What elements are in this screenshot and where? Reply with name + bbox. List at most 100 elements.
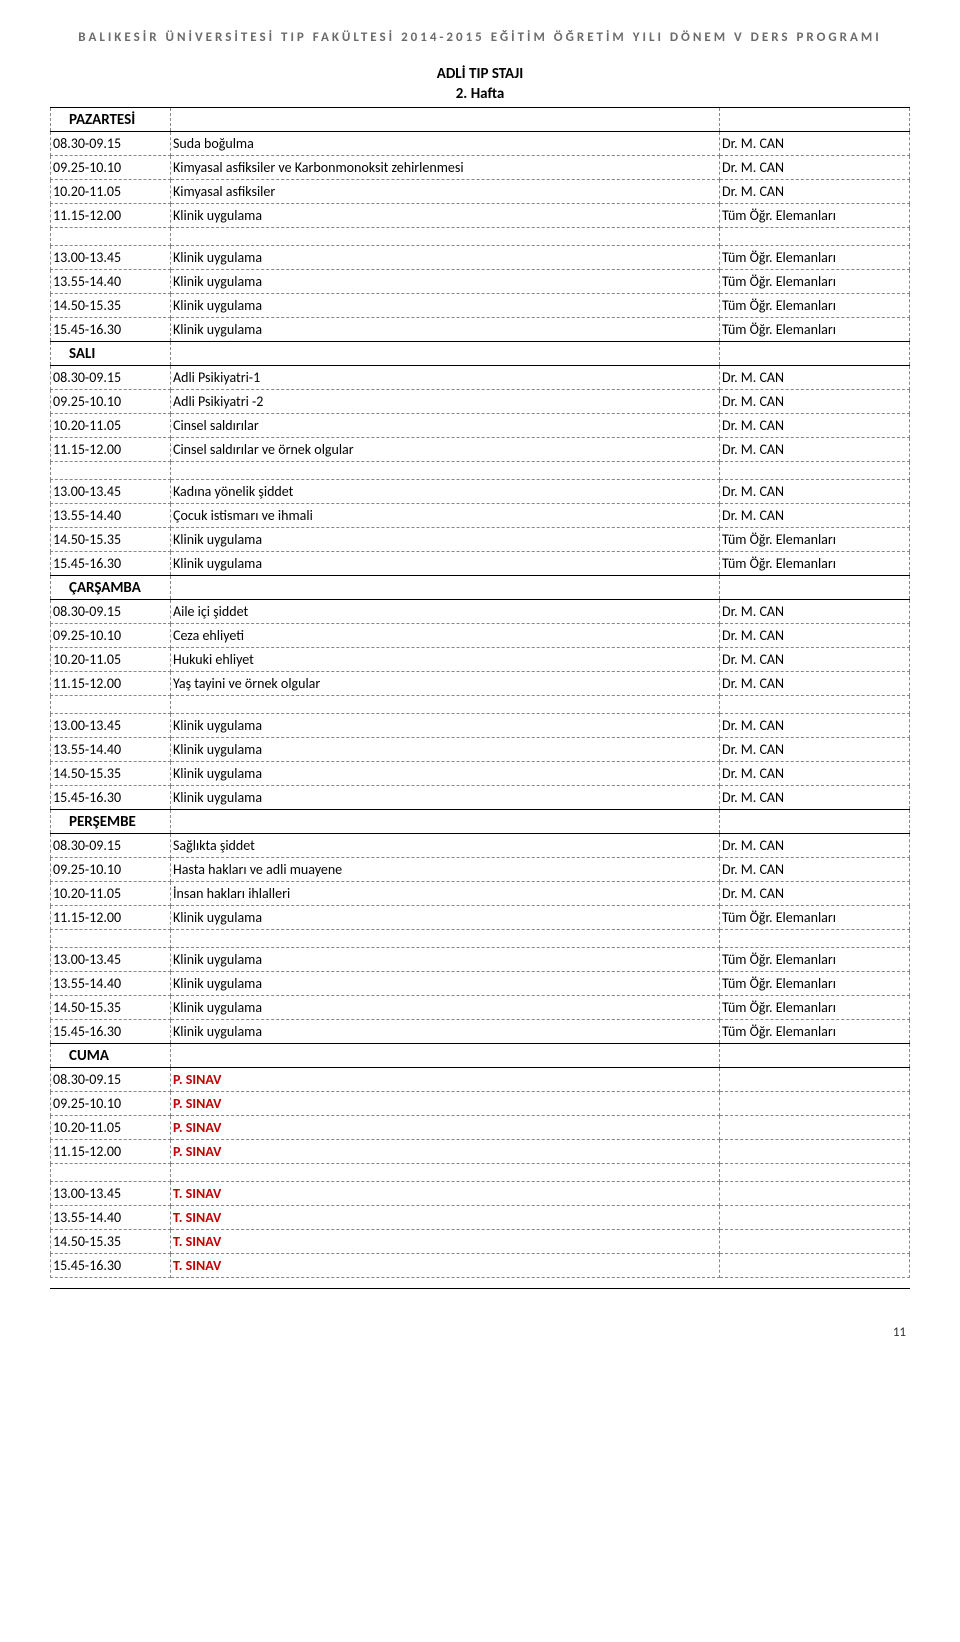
- table-cell: 08.30-09.15: [51, 132, 171, 156]
- day-label: SALI: [51, 342, 171, 366]
- table-row: 08.30-09.15Aile içi şiddetDr. M. CAN: [51, 600, 910, 624]
- table-cell: 14.50-15.35: [51, 996, 171, 1020]
- table-cell: Dr. M. CAN: [720, 858, 910, 882]
- day-header-row: SALI: [51, 342, 910, 366]
- table-cell: Dr. M. CAN: [720, 882, 910, 906]
- table-cell: 10.20-11.05: [51, 1116, 171, 1140]
- table-cell: 09.25-10.10: [51, 624, 171, 648]
- table-cell: 10.20-11.05: [51, 648, 171, 672]
- table-cell: 15.45-16.30: [51, 786, 171, 810]
- table-cell: [720, 1182, 910, 1206]
- table-cell: Tüm Öğr. Elemanları: [720, 246, 910, 270]
- day-header-row: PAZARTESİ: [51, 108, 910, 132]
- table-cell: Klinik uygulama: [171, 972, 720, 996]
- table-cell: Kimyasal asfiksiler: [171, 180, 720, 204]
- table-cell: Klinik uygulama: [171, 552, 720, 576]
- table-row: 10.20-11.05Hukuki ehliyetDr. M. CAN: [51, 648, 910, 672]
- table-row: 13.55-14.40Klinik uygulamaDr. M. CAN: [51, 738, 910, 762]
- table-cell: 11.15-12.00: [51, 1140, 171, 1164]
- table-cell: Hukuki ehliyet: [171, 648, 720, 672]
- table-row: 15.45-16.30Klinik uygulamaDr. M. CAN: [51, 786, 910, 810]
- table-row: 09.25-10.10Kimyasal asfiksiler ve Karbon…: [51, 156, 910, 180]
- table-cell: 13.55-14.40: [51, 738, 171, 762]
- table-cell: Çocuk istismarı ve ihmali: [171, 504, 720, 528]
- table-cell: Tüm Öğr. Elemanları: [720, 528, 910, 552]
- table-row: 13.55-14.40T. SINAV: [51, 1206, 910, 1230]
- table-cell: 09.25-10.10: [51, 156, 171, 180]
- table-cell: 11.15-12.00: [51, 672, 171, 696]
- table-cell: [720, 1206, 910, 1230]
- empty-row: [51, 696, 910, 714]
- table-cell: 13.00-13.45: [51, 246, 171, 270]
- table-row: 09.25-10.10Hasta hakları ve adli muayene…: [51, 858, 910, 882]
- day-label: ÇARŞAMBA: [51, 576, 171, 600]
- table-cell: Dr. M. CAN: [720, 786, 910, 810]
- table-row: 09.25-10.10P. SINAV: [51, 1092, 910, 1116]
- table-cell: T. SINAV: [171, 1230, 720, 1254]
- day-header-row: ÇARŞAMBA: [51, 576, 910, 600]
- table-cell: Dr. M. CAN: [720, 180, 910, 204]
- table-cell: 15.45-16.30: [51, 318, 171, 342]
- table-cell: T. SINAV: [171, 1182, 720, 1206]
- table-cell: Aile içi şiddet: [171, 600, 720, 624]
- table-cell: 08.30-09.15: [51, 1068, 171, 1092]
- table-row: 15.45-16.30T. SINAV: [51, 1254, 910, 1278]
- table-cell: Ceza ehliyeti: [171, 624, 720, 648]
- table-cell: P. SINAV: [171, 1116, 720, 1140]
- table-row: 14.50-15.35Klinik uygulamaTüm Öğr. Elema…: [51, 528, 910, 552]
- table-cell: 13.00-13.45: [51, 948, 171, 972]
- table-cell: Tüm Öğr. Elemanları: [720, 1020, 910, 1044]
- table-cell: Adli Psikiyatri-1: [171, 366, 720, 390]
- page-number: 11: [50, 1325, 910, 1340]
- table-cell: 14.50-15.35: [51, 528, 171, 552]
- table-row: 11.15-12.00P. SINAV: [51, 1140, 910, 1164]
- table-row: 15.45-16.30Klinik uygulamaTüm Öğr. Elema…: [51, 318, 910, 342]
- table-row: 10.20-11.05Cinsel saldırılarDr. M. CAN: [51, 414, 910, 438]
- table-cell: Dr. M. CAN: [720, 480, 910, 504]
- page-header: BALIKESİR ÜNİVERSİTESİ TIP FAKÜLTESİ 201…: [50, 30, 910, 45]
- empty-row: [51, 930, 910, 948]
- day-label: PERŞEMBE: [51, 810, 171, 834]
- table-cell: Tüm Öğr. Elemanları: [720, 552, 910, 576]
- table-row: 13.00-13.45Kadına yönelik şiddetDr. M. C…: [51, 480, 910, 504]
- table-cell: 13.55-14.40: [51, 1206, 171, 1230]
- table-cell: Dr. M. CAN: [720, 648, 910, 672]
- table-cell: Klinik uygulama: [171, 714, 720, 738]
- table-cell: Tüm Öğr. Elemanları: [720, 270, 910, 294]
- table-cell: [720, 1140, 910, 1164]
- table-cell: İnsan hakları ihlalleri: [171, 882, 720, 906]
- table-cell: Hasta hakları ve adli muayene: [171, 858, 720, 882]
- table-cell: Tüm Öğr. Elemanları: [720, 948, 910, 972]
- table-cell: Tüm Öğr. Elemanları: [720, 204, 910, 228]
- table-cell: Dr. M. CAN: [720, 600, 910, 624]
- table-cell: 11.15-12.00: [51, 438, 171, 462]
- table-cell: 15.45-16.30: [51, 552, 171, 576]
- table-cell: Klinik uygulama: [171, 528, 720, 552]
- table-cell: 15.45-16.30: [51, 1254, 171, 1278]
- table-cell: [720, 1116, 910, 1140]
- table-row: 09.25-10.10Ceza ehliyetiDr. M. CAN: [51, 624, 910, 648]
- table-cell: Klinik uygulama: [171, 318, 720, 342]
- table-cell: Cinsel saldırılar: [171, 414, 720, 438]
- table-cell: Tüm Öğr. Elemanları: [720, 294, 910, 318]
- table-cell: Dr. M. CAN: [720, 438, 910, 462]
- table-cell: Dr. M. CAN: [720, 504, 910, 528]
- day-header-row: PERŞEMBE: [51, 810, 910, 834]
- table-cell: 10.20-11.05: [51, 414, 171, 438]
- table-cell: 13.55-14.40: [51, 504, 171, 528]
- table-cell: 11.15-12.00: [51, 204, 171, 228]
- table-row: 08.30-09.15Adli Psikiyatri-1Dr. M. CAN: [51, 366, 910, 390]
- table-cell: 08.30-09.15: [51, 834, 171, 858]
- table-cell: 08.30-09.15: [51, 366, 171, 390]
- table-cell: Klinik uygulama: [171, 906, 720, 930]
- table-row: 11.15-12.00Cinsel saldırılar ve örnek ol…: [51, 438, 910, 462]
- table-cell: 13.55-14.40: [51, 972, 171, 996]
- table-row: 15.45-16.30Klinik uygulamaTüm Öğr. Elema…: [51, 1020, 910, 1044]
- table-cell: Sağlıkta şiddet: [171, 834, 720, 858]
- table-cell: Tüm Öğr. Elemanları: [720, 906, 910, 930]
- table-cell: 14.50-15.35: [51, 294, 171, 318]
- table-cell: Klinik uygulama: [171, 204, 720, 228]
- table-cell: 13.55-14.40: [51, 270, 171, 294]
- table-cell: Klinik uygulama: [171, 996, 720, 1020]
- schedule-table: PAZARTESİ08.30-09.15Suda boğulmaDr. M. C…: [50, 107, 910, 1278]
